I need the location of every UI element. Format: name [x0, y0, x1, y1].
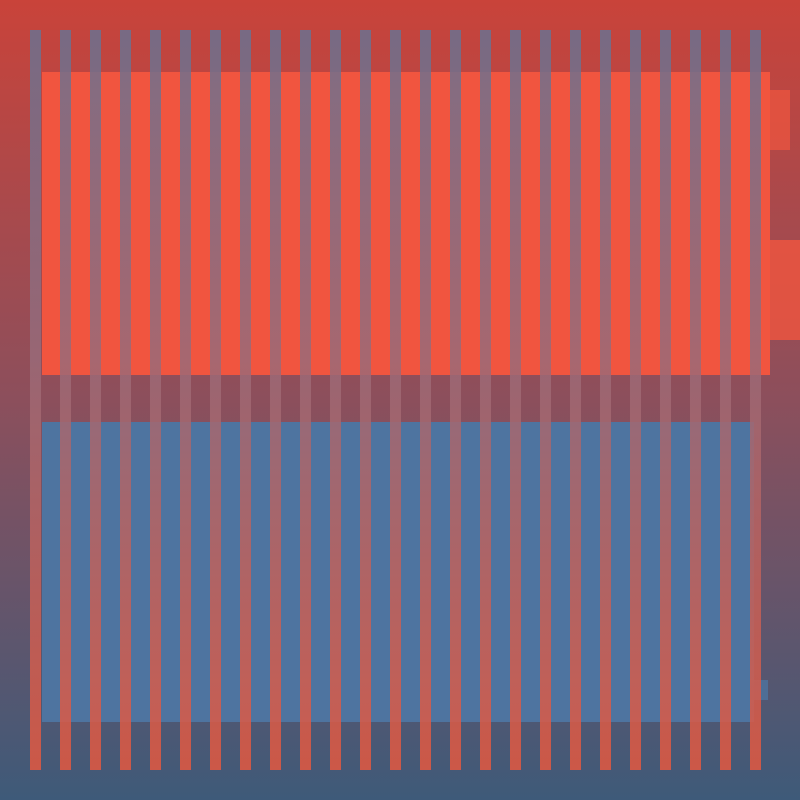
stripe	[210, 30, 221, 770]
stripe	[510, 30, 521, 770]
stripe	[270, 30, 281, 770]
stripe	[750, 30, 761, 770]
stripe	[330, 30, 341, 770]
stripe	[30, 30, 41, 770]
stripe	[570, 30, 581, 770]
stripe	[180, 30, 191, 770]
stripe	[660, 30, 671, 770]
stripe	[240, 30, 251, 770]
stripe	[540, 30, 551, 770]
stripe	[630, 30, 641, 770]
stripe	[450, 30, 461, 770]
stripe	[300, 30, 311, 770]
red-block-edge	[760, 90, 790, 150]
stripe	[690, 30, 701, 770]
stripe	[420, 30, 431, 770]
stripe	[390, 30, 401, 770]
stripe	[480, 30, 491, 770]
stripe	[600, 30, 611, 770]
stripe	[150, 30, 161, 770]
red-block	[42, 72, 770, 375]
stripe	[120, 30, 131, 770]
red-block-edge	[770, 240, 800, 340]
stripes	[30, 30, 761, 770]
stripe	[720, 30, 731, 770]
stripe	[360, 30, 371, 770]
stripe	[60, 30, 71, 770]
stripe	[90, 30, 101, 770]
